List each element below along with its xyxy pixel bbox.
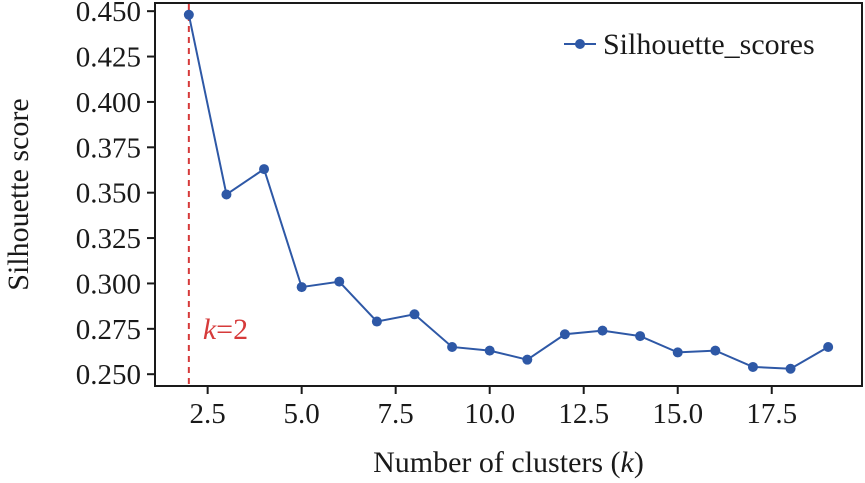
y-tick-label: 0.275 xyxy=(76,314,141,346)
optimal-k-value: =2 xyxy=(216,313,248,346)
data-point xyxy=(371,316,382,327)
series-layer xyxy=(183,9,834,374)
data-point xyxy=(221,189,232,200)
data-point xyxy=(597,325,608,336)
data-point xyxy=(559,329,570,340)
x-axis-title-suffix: ) xyxy=(634,446,644,479)
x-axis-title-var: k xyxy=(621,446,635,479)
x-tick-label: 7.5 xyxy=(378,398,414,430)
optimal-k-var: k xyxy=(203,313,217,346)
y-axis-title: Silhouette score xyxy=(2,98,35,290)
x-tick-label: 12.5 xyxy=(558,398,609,430)
y-tick-label: 0.425 xyxy=(76,42,141,74)
x-tick-label: 5.0 xyxy=(284,398,320,430)
y-tick-label: 0.400 xyxy=(76,87,141,119)
data-point xyxy=(484,345,495,356)
x-tick-label: 15.0 xyxy=(652,398,703,430)
data-point xyxy=(334,276,345,287)
x-tick-label: 17.5 xyxy=(746,398,797,430)
data-point xyxy=(747,361,758,372)
data-point xyxy=(259,164,270,175)
legend-label: Silhouette_scores xyxy=(603,28,815,61)
y-tick-label: 0.325 xyxy=(76,223,141,255)
y-tick-label: 0.350 xyxy=(76,178,141,210)
data-point xyxy=(672,347,683,358)
data-point xyxy=(522,354,533,365)
y-tick-label: 0.300 xyxy=(76,268,141,300)
data-point xyxy=(635,331,646,342)
ticks-layer: 0.250 0.275 0.300 0.325 0.350 0.375 0.400 0.425… xyxy=(76,0,797,430)
data-point xyxy=(296,282,307,293)
data-point xyxy=(409,309,420,320)
y-tick-label: 0.375 xyxy=(76,132,141,164)
legend-dot-marker xyxy=(575,39,585,49)
data-point xyxy=(785,363,796,374)
data-point xyxy=(710,345,721,356)
annotation-layer: k=2 xyxy=(187,4,248,386)
x-axis-title-prefix: Number of clusters ( xyxy=(373,446,620,479)
series-line xyxy=(187,14,829,370)
data-point xyxy=(183,9,194,20)
y-tick-label: 0.450 xyxy=(76,0,141,28)
data-point xyxy=(823,341,834,352)
data-point xyxy=(447,341,458,352)
x-tick-label: 10.0 xyxy=(464,398,515,430)
y-tick-label: 0.250 xyxy=(76,359,141,391)
legend: Silhouette_scores xyxy=(564,28,815,61)
x-tick-label: 2.5 xyxy=(190,398,226,430)
plot-frame xyxy=(154,2,863,387)
x-axis-title: Number of clusters (k) xyxy=(373,446,644,479)
optimal-k-annotation: k=2 xyxy=(203,313,248,346)
